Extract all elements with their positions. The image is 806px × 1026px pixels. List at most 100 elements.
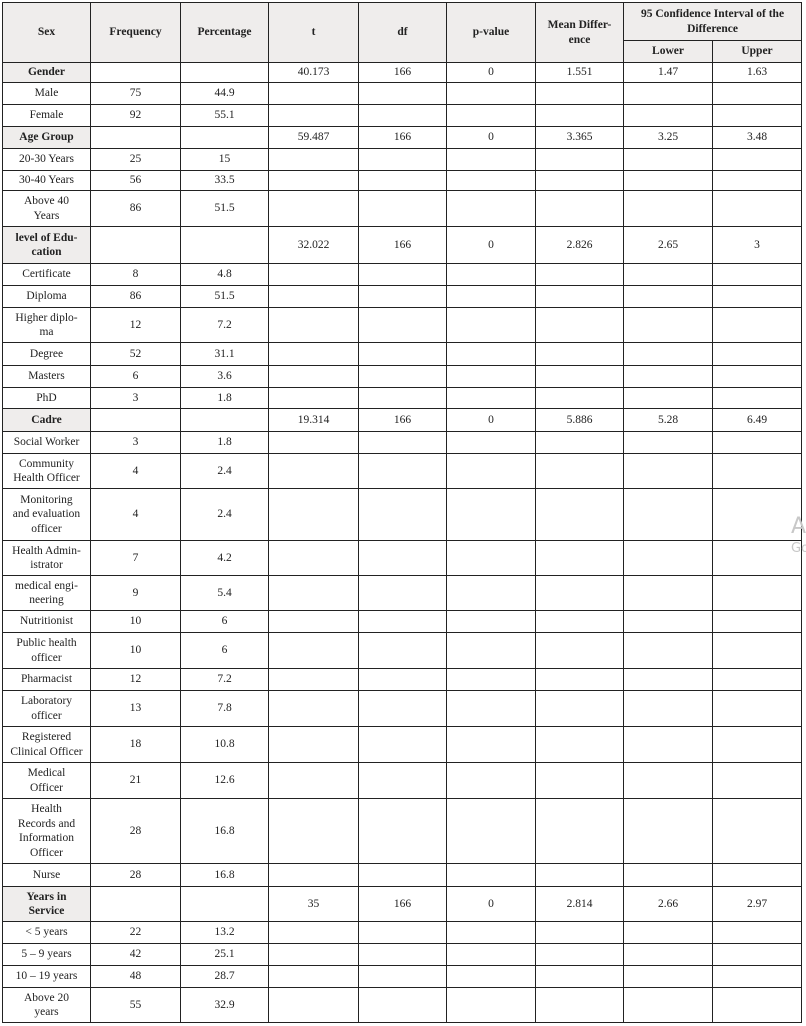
mean-difference-cell <box>535 987 624 1023</box>
header-t: t <box>268 2 359 63</box>
percentage-cell: 51.5 <box>180 285 269 308</box>
t-cell <box>268 453 359 489</box>
df-cell <box>358 190 447 227</box>
ci-upper-cell <box>712 190 802 227</box>
header-frequency: Frequency <box>90 2 181 63</box>
p-value-cell <box>446 575 536 611</box>
mean-difference-cell: 2.814 <box>535 886 624 922</box>
header-df: df <box>358 2 447 63</box>
df-cell: 166 <box>358 62 447 83</box>
row-label: 20-30 Years <box>2 148 91 171</box>
mean-difference-cell <box>535 863 624 887</box>
frequency-cell <box>90 408 181 432</box>
table-row: Health Records and Information Officer 28… <box>2 798 802 864</box>
ci-upper-cell <box>712 104 802 127</box>
p-value-cell <box>446 965 536 988</box>
mean-difference-cell <box>535 610 624 633</box>
p-value-cell <box>446 365 536 388</box>
t-cell <box>268 987 359 1023</box>
mean-difference-cell <box>535 726 624 763</box>
row-label: Above 40 Years <box>2 190 91 227</box>
df-cell <box>358 668 447 691</box>
ci-lower-cell <box>623 762 713 799</box>
p-value-cell <box>446 726 536 763</box>
percentage-cell: 16.8 <box>180 798 269 864</box>
frequency-cell: 8 <box>90 263 181 286</box>
t-cell <box>268 431 359 454</box>
frequency-cell: 10 <box>90 610 181 633</box>
percentage-cell: 7.2 <box>180 668 269 691</box>
percentage-cell: 44.9 <box>180 82 269 105</box>
mean-difference-cell <box>535 762 624 799</box>
mean-difference-cell <box>535 453 624 489</box>
ci-lower-cell: 2.65 <box>623 226 713 264</box>
ci-lower-cell: 2.66 <box>623 886 713 922</box>
row-label: Diploma <box>2 285 91 308</box>
df-cell <box>358 798 447 864</box>
ci-upper-cell <box>712 632 802 669</box>
row-label: Age Group <box>2 126 91 149</box>
mean-difference-cell: 2.826 <box>535 226 624 264</box>
ci-lower-cell <box>623 365 713 388</box>
percentage-cell <box>180 886 269 922</box>
row-label: Monitoring and evaluation officer <box>2 488 91 541</box>
df-cell: 166 <box>358 226 447 264</box>
p-value-cell <box>446 921 536 944</box>
percentage-cell: 12.6 <box>180 762 269 799</box>
percentage-cell: 13.2 <box>180 921 269 944</box>
df-cell <box>358 762 447 799</box>
mean-difference-cell <box>535 307 624 343</box>
ci-lower-cell <box>623 921 713 944</box>
ci-lower-cell <box>623 148 713 171</box>
row-label: Masters <box>2 365 91 388</box>
frequency-cell: 3 <box>90 387 181 409</box>
p-value-cell <box>446 104 536 127</box>
p-value-cell <box>446 342 536 366</box>
percentage-cell: 6 <box>180 610 269 633</box>
table-row: Monitoring and evaluation officer 4 2.4 <box>2 488 802 541</box>
frequency-cell: 56 <box>90 170 181 191</box>
ci-upper-cell <box>712 263 802 286</box>
ci-upper-cell <box>712 342 802 366</box>
ci-upper-cell <box>712 148 802 171</box>
frequency-cell: 86 <box>90 190 181 227</box>
frequency-cell <box>90 62 181 83</box>
row-label: Nutritionist <box>2 610 91 633</box>
ci-upper-cell <box>712 668 802 691</box>
ci-upper-cell <box>712 431 802 454</box>
df-cell <box>358 987 447 1023</box>
row-label: Social Worker <box>2 431 91 454</box>
frequency-cell: 28 <box>90 798 181 864</box>
ci-lower-cell: 3.25 <box>623 126 713 149</box>
ci-lower-cell <box>623 987 713 1023</box>
df-cell <box>358 148 447 171</box>
df-cell <box>358 387 447 409</box>
row-label: Health Records and Information Officer <box>2 798 91 864</box>
percentage-cell: 31.1 <box>180 342 269 366</box>
percentage-cell: 55.1 <box>180 104 269 127</box>
df-cell <box>358 921 447 944</box>
t-cell <box>268 726 359 763</box>
ci-lower-cell <box>623 170 713 191</box>
ci-lower-cell <box>623 431 713 454</box>
percentage-cell: 28.7 <box>180 965 269 988</box>
frequency-cell: 7 <box>90 540 181 576</box>
header-sex: Sex <box>2 2 91 63</box>
p-value-cell <box>446 170 536 191</box>
t-cell <box>268 285 359 308</box>
p-value-cell <box>446 307 536 343</box>
p-value-cell <box>446 453 536 489</box>
row-label: 10 – 19 years <box>2 965 91 988</box>
percentage-cell: 2.4 <box>180 453 269 489</box>
mean-difference-cell <box>535 342 624 366</box>
frequency-cell: 75 <box>90 82 181 105</box>
t-cell <box>268 762 359 799</box>
t-cell: 32.022 <box>268 226 359 264</box>
frequency-cell: 4 <box>90 453 181 489</box>
ci-upper-cell <box>712 488 802 541</box>
table-row: Male 75 44.9 <box>2 82 802 105</box>
t-cell: 59.487 <box>268 126 359 149</box>
percentage-cell: 2.4 <box>180 488 269 541</box>
frequency-cell: 10 <box>90 632 181 669</box>
t-cell: 40.173 <box>268 62 359 83</box>
